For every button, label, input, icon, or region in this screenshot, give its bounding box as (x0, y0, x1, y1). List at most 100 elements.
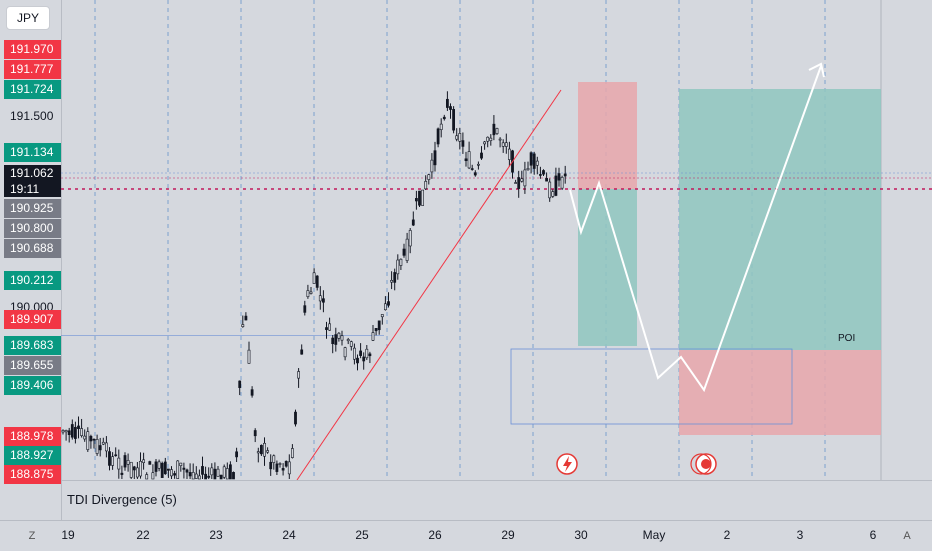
price-label: 190.688 (4, 239, 61, 258)
candle (309, 291, 313, 294)
candle (253, 430, 257, 437)
long-stop-zone[interactable] (679, 350, 881, 435)
candle (331, 337, 335, 345)
candle (117, 457, 121, 470)
time-label: 19 (61, 528, 75, 542)
candle (281, 468, 285, 471)
candle (95, 439, 99, 454)
candle (328, 323, 332, 331)
candle (157, 461, 161, 469)
candle (424, 181, 428, 190)
candle (70, 424, 74, 438)
lightning-icon[interactable] (556, 453, 578, 475)
candle (278, 463, 282, 465)
trendline[interactable] (296, 89, 562, 481)
candle (529, 152, 533, 166)
price-scale[interactable]: JPY 191.970 191.777 191.724 191.500 191.134 1… (0, 0, 62, 520)
candle (216, 468, 220, 477)
projection-arrowhead (808, 62, 825, 78)
candle (83, 435, 87, 440)
candle (362, 356, 366, 362)
candle (359, 350, 363, 356)
range-line (60, 335, 384, 336)
candle (111, 456, 115, 466)
time-label: May (642, 528, 666, 542)
time-label: 6 (869, 528, 877, 542)
candle (170, 469, 173, 477)
candle (507, 148, 511, 160)
candle (387, 301, 390, 306)
poi-box[interactable] (510, 348, 793, 425)
candle (523, 169, 527, 187)
chart-canvas[interactable] (60, 0, 932, 481)
candle (427, 174, 431, 180)
projection-path[interactable] (569, 65, 822, 393)
candle (483, 141, 487, 145)
candle (492, 123, 496, 136)
candle (560, 177, 564, 189)
candle (470, 168, 474, 170)
candle (294, 411, 297, 425)
target-icon[interactable] (690, 453, 717, 475)
candle (145, 474, 149, 480)
candle (377, 320, 381, 331)
candle (449, 106, 452, 110)
candle (210, 467, 214, 476)
candle (325, 327, 328, 330)
candle (418, 190, 421, 206)
long-target-zone[interactable] (679, 89, 881, 350)
poi-label: POI (838, 333, 856, 344)
price-label: 189.907 (4, 310, 61, 329)
candle (411, 219, 415, 226)
time-label: 3 (796, 528, 804, 542)
candle (154, 461, 158, 472)
candle (176, 460, 180, 479)
candles (61, 91, 567, 480)
candle (272, 455, 276, 463)
candle (129, 461, 133, 478)
candle (399, 258, 403, 266)
candle (458, 133, 462, 142)
candle (436, 128, 440, 145)
price-label: 191.500 (10, 109, 54, 123)
auto-scale-button[interactable]: A (903, 530, 911, 542)
candle (414, 198, 418, 202)
price-chart[interactable]: POI (60, 0, 932, 481)
candle (408, 230, 412, 247)
currency-button[interactable]: JPY (6, 6, 50, 30)
price-label: 189.683 (4, 336, 61, 355)
candle (489, 137, 493, 141)
candle (244, 315, 248, 321)
candle (365, 348, 369, 359)
candle (346, 339, 350, 342)
candle (198, 475, 201, 480)
candle (77, 425, 80, 430)
candle (247, 349, 251, 364)
candle (452, 109, 456, 131)
short-stop-zone[interactable] (578, 82, 637, 189)
candle (229, 464, 232, 480)
price-label: 188.875 (4, 465, 61, 484)
candle (306, 290, 310, 297)
candle (368, 353, 372, 357)
candle (64, 430, 68, 433)
candle (352, 347, 356, 360)
time-axis[interactable]: Z 19 22 23 24 25 26 29 30 May 2 3 6 A (0, 520, 932, 551)
price-label: 191.970 (4, 40, 61, 59)
indicator-label[interactable]: TDI Divergence (5) (67, 492, 177, 507)
auto-scale-left-button[interactable]: Z (28, 530, 36, 542)
candle (461, 140, 465, 147)
candle (501, 142, 505, 147)
candle (173, 473, 177, 476)
candle (334, 334, 338, 345)
time-label: 29 (501, 528, 515, 542)
candle (303, 305, 307, 313)
indicator-pane[interactable]: TDI Divergence (5) (61, 480, 932, 521)
price-label: 190.925 (4, 199, 61, 218)
candle (80, 428, 84, 436)
candle (148, 461, 152, 465)
candle (222, 466, 226, 478)
candle (476, 163, 480, 166)
price-label: 190.212 (4, 271, 61, 290)
candle (235, 451, 239, 458)
